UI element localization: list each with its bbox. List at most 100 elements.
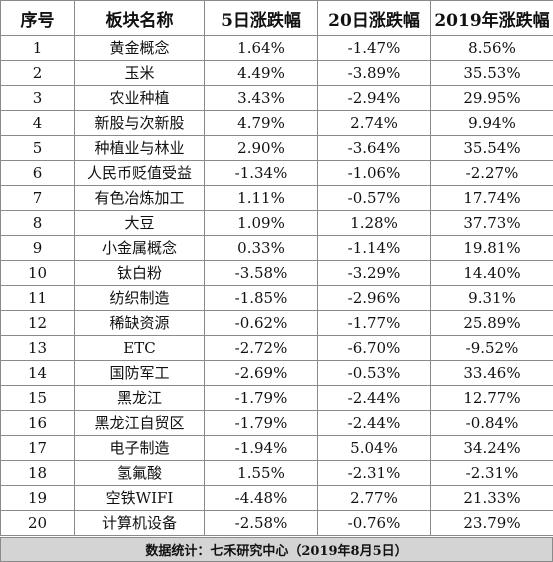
change-2019: 25.89% bbox=[430, 310, 553, 336]
row-index: 10 bbox=[0, 260, 75, 286]
change-5day: -4.48% bbox=[204, 485, 318, 511]
table-row: 11 纺织制造 -1.85% -2.96% 9.31% bbox=[0, 285, 553, 311]
change-5day: -1.94% bbox=[204, 435, 318, 461]
change-2019: 23.79% bbox=[430, 510, 553, 536]
change-2019: 19.81% bbox=[430, 235, 553, 261]
change-20day: -0.57% bbox=[317, 185, 431, 211]
change-20day: -3.29% bbox=[317, 260, 431, 286]
sector-name: 种植业与林业 bbox=[74, 135, 205, 161]
row-index: 5 bbox=[0, 135, 75, 161]
sector-name: 钛白粉 bbox=[74, 260, 205, 286]
change-2019: 37.73% bbox=[430, 210, 553, 236]
change-2019: 9.31% bbox=[430, 285, 553, 311]
change-2019: 12.77% bbox=[430, 385, 553, 411]
table-row: 8 大豆 1.09% 1.28% 37.73% bbox=[0, 210, 553, 236]
header-20day-change: 20日涨跌幅 bbox=[317, 0, 431, 36]
row-index: 15 bbox=[0, 385, 75, 411]
change-5day: -2.69% bbox=[204, 360, 318, 386]
row-index: 14 bbox=[0, 360, 75, 386]
change-2019: 34.24% bbox=[430, 435, 553, 461]
row-index: 11 bbox=[0, 285, 75, 311]
table-row: 6 人民币贬值受益 -1.34% -1.06% -2.27% bbox=[0, 160, 553, 186]
sector-name: 黑龙江自贸区 bbox=[74, 410, 205, 436]
table-row: 2 玉米 4.49% -3.89% 35.53% bbox=[0, 60, 553, 86]
change-2019: -2.31% bbox=[430, 460, 553, 486]
table-row: 14 国防军工 -2.69% -0.53% 33.46% bbox=[0, 360, 553, 386]
change-20day: -2.44% bbox=[317, 410, 431, 436]
sector-name: 有色冶炼加工 bbox=[74, 185, 205, 211]
change-20day: -2.31% bbox=[317, 460, 431, 486]
sector-name: 玉米 bbox=[74, 60, 205, 86]
sector-performance-table: 序号 板块名称 5日涨跌幅 20日涨跌幅 2019年涨跌幅 1 黄金概念 1.64%… bbox=[0, 0, 553, 536]
change-20day: -1.77% bbox=[317, 310, 431, 336]
change-20day: -0.53% bbox=[317, 360, 431, 386]
change-20day: -1.06% bbox=[317, 160, 431, 186]
table-row: 17 电子制造 -1.94% 5.04% 34.24% bbox=[0, 435, 553, 461]
row-index: 1 bbox=[0, 35, 75, 61]
table-row: 19 空铁WIFI -4.48% 2.77% 21.33% bbox=[0, 485, 553, 511]
change-5day: 0.33% bbox=[204, 235, 318, 261]
change-2019: -2.27% bbox=[430, 160, 553, 186]
row-index: 8 bbox=[0, 210, 75, 236]
change-5day: -1.34% bbox=[204, 160, 318, 186]
row-index: 3 bbox=[0, 85, 75, 111]
header-sector-name: 板块名称 bbox=[74, 0, 205, 36]
table-row: 3 农业种植 3.43% -2.94% 29.95% bbox=[0, 85, 553, 111]
table-row: 12 稀缺资源 -0.62% -1.77% 25.89% bbox=[0, 310, 553, 336]
sector-name: 新股与次新股 bbox=[74, 110, 205, 136]
change-2019: 33.46% bbox=[430, 360, 553, 386]
change-5day: -0.62% bbox=[204, 310, 318, 336]
change-5day: -1.85% bbox=[204, 285, 318, 311]
table-row: 20 计算机设备 -2.58% -0.76% 23.79% bbox=[0, 510, 553, 536]
change-20day: 2.77% bbox=[317, 485, 431, 511]
row-index: 4 bbox=[0, 110, 75, 136]
change-5day: 1.09% bbox=[204, 210, 318, 236]
change-20day: -0.76% bbox=[317, 510, 431, 536]
change-5day: 4.79% bbox=[204, 110, 318, 136]
row-index: 16 bbox=[0, 410, 75, 436]
row-index: 2 bbox=[0, 60, 75, 86]
table-row: 7 有色冶炼加工 1.11% -0.57% 17.74% bbox=[0, 185, 553, 211]
change-2019: 14.40% bbox=[430, 260, 553, 286]
sector-name: 稀缺资源 bbox=[74, 310, 205, 336]
row-index: 7 bbox=[0, 185, 75, 211]
row-index: 9 bbox=[0, 235, 75, 261]
change-2019: 17.74% bbox=[430, 185, 553, 211]
change-5day: 1.55% bbox=[204, 460, 318, 486]
table-row: 5 种植业与林业 2.90% -3.64% 35.54% bbox=[0, 135, 553, 161]
header-index: 序号 bbox=[0, 0, 75, 36]
sector-name: 黄金概念 bbox=[74, 35, 205, 61]
change-20day: 1.28% bbox=[317, 210, 431, 236]
sector-name: 黑龙江 bbox=[74, 385, 205, 411]
change-5day: -1.79% bbox=[204, 385, 318, 411]
change-20day: 5.04% bbox=[317, 435, 431, 461]
sector-name: 电子制造 bbox=[74, 435, 205, 461]
table-body: 1 黄金概念 1.64% -1.47% 8.56% 2 玉米 4.49% -3.89% 35.53… bbox=[0, 35, 553, 536]
table-row: 10 钛白粉 -3.58% -3.29% 14.40% bbox=[0, 260, 553, 286]
change-5day: 1.11% bbox=[204, 185, 318, 211]
change-5day: 4.49% bbox=[204, 60, 318, 86]
change-2019: 21.33% bbox=[430, 485, 553, 511]
change-20day: -3.64% bbox=[317, 135, 431, 161]
change-2019: 35.54% bbox=[430, 135, 553, 161]
change-2019: 35.53% bbox=[430, 60, 553, 86]
sector-name: 农业种植 bbox=[74, 85, 205, 111]
table-row: 13 ETC -2.72% -6.70% -9.52% bbox=[0, 335, 553, 361]
change-20day: -6.70% bbox=[317, 335, 431, 361]
table-row: 9 小金属概念 0.33% -1.14% 19.81% bbox=[0, 235, 553, 261]
row-index: 19 bbox=[0, 485, 75, 511]
row-index: 13 bbox=[0, 335, 75, 361]
change-2019: -9.52% bbox=[430, 335, 553, 361]
change-20day: -2.96% bbox=[317, 285, 431, 311]
change-5day: 2.90% bbox=[204, 135, 318, 161]
table-row: 18 氢氟酸 1.55% -2.31% -2.31% bbox=[0, 460, 553, 486]
header-2019-change: 2019年涨跌幅 bbox=[430, 0, 553, 36]
header-5day-change: 5日涨跌幅 bbox=[204, 0, 318, 36]
change-20day: -2.44% bbox=[317, 385, 431, 411]
source-footer: 数据统计：七禾研究中心（2019年8月5日） bbox=[0, 537, 553, 562]
change-20day: -2.94% bbox=[317, 85, 431, 111]
change-20day: -3.89% bbox=[317, 60, 431, 86]
sector-name: 氢氟酸 bbox=[74, 460, 205, 486]
change-5day: -2.72% bbox=[204, 335, 318, 361]
